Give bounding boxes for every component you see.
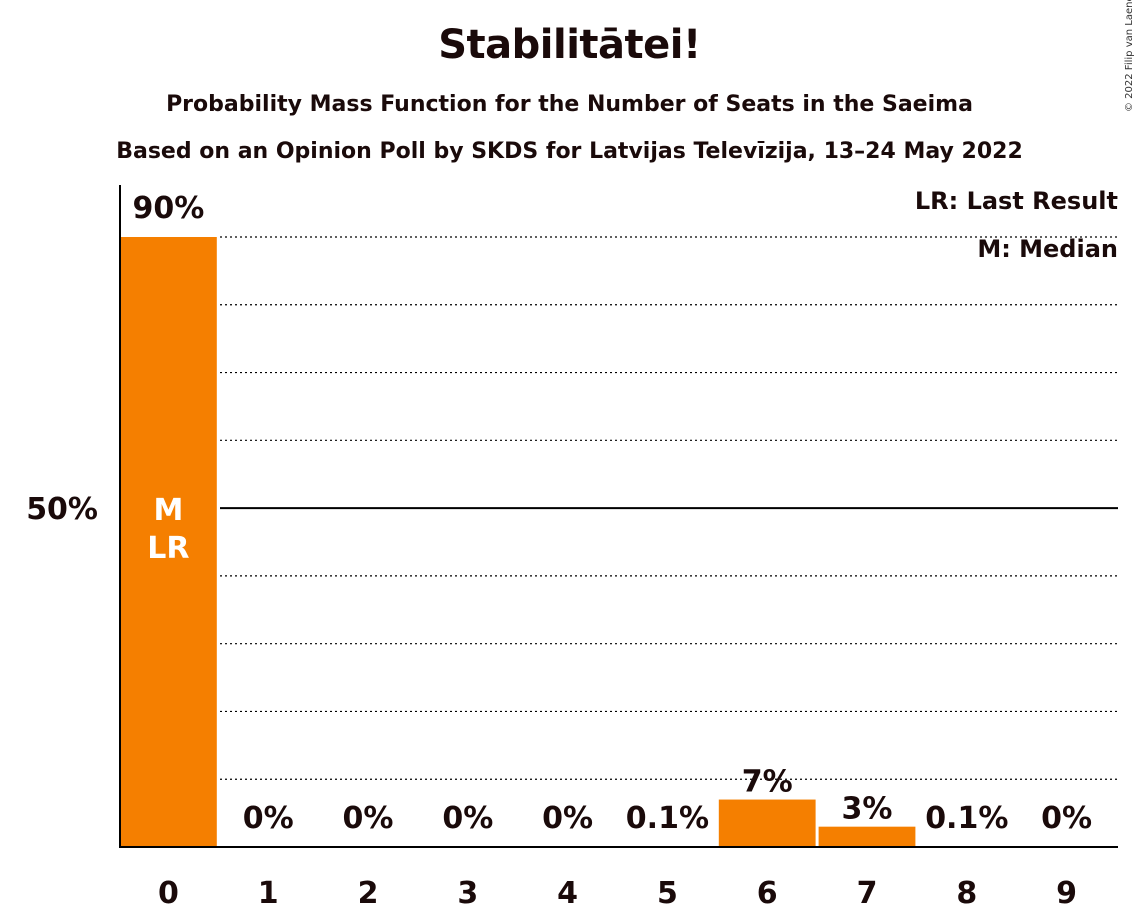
chart-subtitle: Probability Mass Function for the Number… [166, 92, 973, 117]
data-label: 0% [1041, 801, 1092, 836]
bar-seats-7 [818, 826, 916, 847]
bar-seats-0 [120, 237, 217, 847]
x-tick-label: 8 [956, 876, 977, 911]
data-label: 0% [542, 801, 593, 836]
x-tick-label: 0 [158, 876, 179, 911]
chart-title: Stabilitātei! [438, 22, 701, 68]
data-label: 90% [132, 191, 204, 226]
last-result-marker: LR [147, 531, 189, 566]
x-tick-label: 6 [757, 876, 778, 911]
data-label: 0% [343, 801, 394, 836]
x-tick-label: 1 [258, 876, 279, 911]
x-tick-label: 4 [557, 876, 578, 911]
x-tick-label: 5 [657, 876, 678, 911]
legend-median: M: Median [977, 235, 1118, 263]
data-label: 0% [442, 801, 493, 836]
x-tick-label: 9 [1056, 876, 1077, 911]
data-label: 0.1% [925, 801, 1008, 836]
data-label: 0% [243, 801, 294, 836]
median-marker: M [153, 493, 183, 528]
chart-source-subtitle: Based on an Opinion Poll by SKDS for Lat… [116, 139, 1023, 164]
x-tick-label: 3 [457, 876, 478, 911]
data-label: 7% [742, 765, 793, 800]
legend-last-result: LR: Last Result [915, 187, 1118, 215]
bar-seats-6 [718, 799, 816, 847]
data-label: 0.1% [626, 801, 709, 836]
data-label: 3% [842, 792, 893, 827]
x-tick-label: 2 [358, 876, 379, 911]
y-tick-label: 50% [26, 492, 98, 527]
x-tick-label: 7 [857, 876, 878, 911]
